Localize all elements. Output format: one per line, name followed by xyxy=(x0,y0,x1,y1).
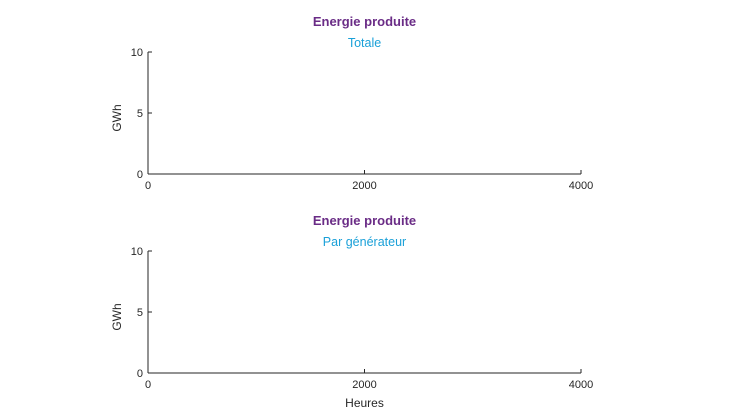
chart-subtitle: Totale xyxy=(348,36,381,50)
chart-2: Energie produite Par générateur 0 2000 4000 0… xyxy=(110,213,593,410)
x-tick-label: 2000 xyxy=(352,180,376,192)
x-tick-label: 4000 xyxy=(569,180,593,192)
y-tick-label: 10 xyxy=(131,246,143,258)
y-tick-label: 5 xyxy=(137,307,143,319)
y-axis-label: GWh xyxy=(110,303,124,330)
chart-subtitle: Par générateur xyxy=(323,235,406,249)
x-tick-label: 0 xyxy=(145,379,151,391)
x-tick-label: 2000 xyxy=(352,379,376,391)
x-tick-label: 0 xyxy=(145,180,151,192)
chart-title: Energie produite xyxy=(313,213,416,228)
y-axis-label: GWh xyxy=(110,104,124,131)
y-tick-label: 10 xyxy=(131,47,143,59)
x-axis-label: Heures xyxy=(345,396,384,410)
y-tick-label: 5 xyxy=(137,108,143,120)
y-tick-label: 0 xyxy=(137,368,143,380)
chart-title: Energie produite xyxy=(313,14,416,29)
chart-1: Energie produite Totale 0 2000 4000 0 5 10 GWh xyxy=(110,14,593,192)
y-tick-label: 0 xyxy=(137,169,143,181)
x-tick-label: 4000 xyxy=(569,379,593,391)
